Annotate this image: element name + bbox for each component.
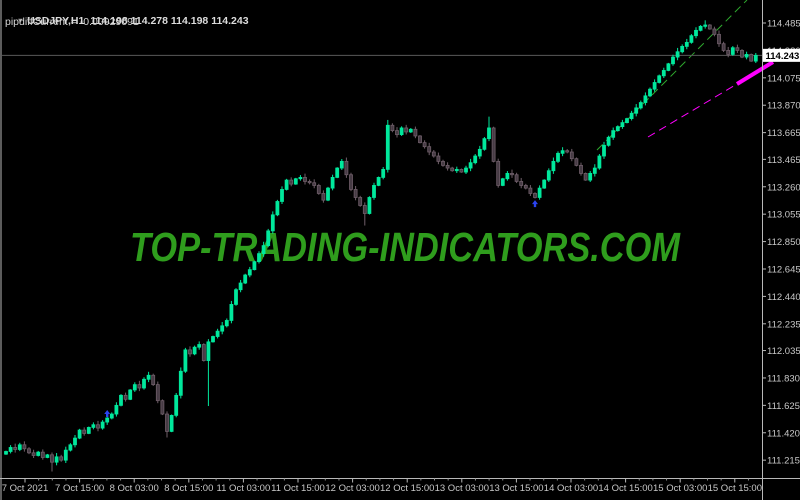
signal-markers-layer (104, 200, 538, 418)
svg-text:113.465: 113.465 (767, 155, 800, 166)
price-axis[interactable]: 114.485114.280114.075113.870113.665113.4… (762, 19, 800, 467)
svg-text:11 Oct 15:00: 11 Oct 15:00 (271, 483, 325, 494)
candles-layer (4, 20, 758, 472)
svg-text:113.665: 113.665 (767, 128, 800, 139)
svg-text:112.235: 112.235 (767, 319, 800, 330)
svg-text:111.625: 111.625 (767, 401, 800, 412)
svg-text:7 Oct 2021: 7 Oct 2021 (2, 483, 48, 494)
bid-price-box: 114.243 (763, 48, 800, 62)
svg-text:13 Oct 15:00: 13 Oct 15:00 (489, 483, 543, 494)
svg-text:7 Oct 15:00: 7 Oct 15:00 (55, 483, 104, 494)
svg-text:114.075: 114.075 (767, 73, 800, 84)
svg-text:114.485: 114.485 (767, 19, 800, 30)
svg-text:12 Oct 03:00: 12 Oct 03:00 (325, 483, 379, 494)
svg-text:11 Oct 03:00: 11 Oct 03:00 (217, 483, 271, 494)
svg-text:111.420: 111.420 (767, 428, 800, 439)
svg-text:111.830: 111.830 (767, 373, 800, 384)
svg-text:112.440: 112.440 (767, 292, 800, 303)
trendlines-layer (596, 0, 775, 151)
time-axis[interactable]: 7 Oct 2021 7 Oct 15:00 8 Oct 03:00 8 Oct 15… (2, 478, 762, 495)
svg-text:112.035: 112.035 (767, 346, 800, 357)
svg-text:15 Oct 15:00: 15 Oct 15:00 (708, 483, 762, 494)
svg-text:8 Oct 03:00: 8 Oct 03:00 (110, 483, 159, 494)
svg-text:14 Oct 03:00: 14 Oct 03:00 (544, 483, 598, 494)
svg-text:112.850: 112.850 (767, 237, 800, 248)
svg-text:13 Oct 03:00: 13 Oct 03:00 (435, 483, 489, 494)
watermark: TOP-TRADING-INDICATORS.COM (130, 224, 681, 270)
svg-text:114.243: 114.243 (766, 51, 800, 62)
svg-text:8 Oct 15:00: 8 Oct 15:00 (164, 483, 213, 494)
svg-text:113.260: 113.260 (767, 182, 800, 193)
svg-text:15 Oct 03:00: 15 Oct 03:00 (653, 483, 707, 494)
svg-text:113.870: 113.870 (767, 101, 800, 112)
svg-text:14 Oct 15:00: 14 Oct 15:00 (598, 483, 652, 494)
symbol-period: USDJPY,H1 (27, 15, 85, 27)
indicator-readout: pipdiffCurrent = -0.00929091 (5, 16, 139, 28)
svg-text:112.645: 112.645 (767, 264, 800, 275)
ohlc-values: 114.198 114.278 114.198 114.243 (90, 15, 249, 27)
svg-text:12 Oct 15:00: 12 Oct 15:00 (380, 483, 434, 494)
collapse-triangle-icon[interactable]: ▼ (16, 15, 25, 25)
svg-text:111.215: 111.215 (767, 456, 800, 467)
symbol-ohlc-header: ▼ USDJPY,H1 114.198 114.278 114.198 114.24… (5, 3, 249, 39)
svg-text:113.055: 113.055 (767, 210, 800, 221)
